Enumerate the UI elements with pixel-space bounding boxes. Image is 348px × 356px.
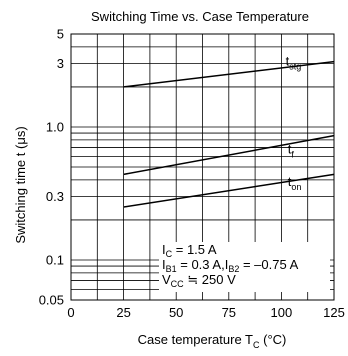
series-line-on bbox=[123, 173, 335, 208]
x-tick-labels: 0 25 50 75 100 125 bbox=[67, 305, 344, 320]
y-tick-labels: 0.05 0.1 0.3 1.0 3 5 bbox=[39, 27, 64, 308]
x-tick-label: 75 bbox=[222, 305, 236, 320]
x-tick-label: 50 bbox=[169, 305, 183, 320]
series-label-stg: tstg bbox=[286, 53, 302, 71]
y-tick-label: 0.3 bbox=[46, 189, 64, 204]
y-axis-label: Switching time t (μs) bbox=[13, 126, 28, 243]
y-tick-label: 0.05 bbox=[39, 293, 64, 308]
y-tick-label: 3 bbox=[57, 56, 64, 71]
y-tick-label: 5 bbox=[57, 27, 64, 42]
plot-frame bbox=[70, 33, 335, 301]
series-line-f bbox=[123, 134, 335, 176]
series-label-f: tf bbox=[288, 142, 295, 160]
x-axis-label: Case temperature TC (°C) bbox=[138, 332, 287, 350]
curve-labels: tstg tf ton bbox=[286, 53, 302, 192]
x-tick-label: 0 bbox=[67, 305, 74, 320]
x-tick-label: 100 bbox=[271, 305, 293, 320]
condition-line: VCC ≒ 250 V bbox=[162, 272, 236, 289]
y-tick-label: 0.1 bbox=[46, 252, 64, 267]
annotation-background bbox=[159, 242, 330, 292]
series-label-on: ton bbox=[288, 174, 302, 192]
y-tick-label: 1.0 bbox=[46, 119, 64, 134]
condition-line: IB1 = 0.3 A,IB2 = –0.75 A bbox=[162, 257, 299, 274]
condition-line: IC = 1.5 A bbox=[162, 242, 217, 259]
series-layer bbox=[123, 60, 335, 208]
x-tick-label: 25 bbox=[116, 305, 130, 320]
chart-title: Switching Time vs. Case Temperature bbox=[91, 9, 309, 24]
x-tick-label: 125 bbox=[323, 305, 345, 320]
series-line-stg bbox=[123, 60, 335, 88]
